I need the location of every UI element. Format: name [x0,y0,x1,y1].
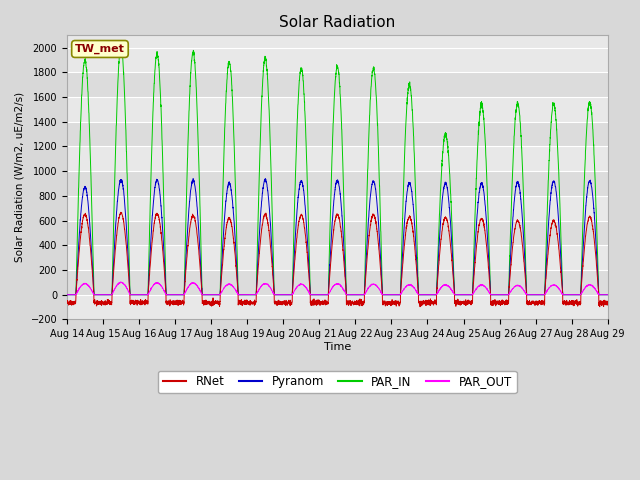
Pyranom [490,292,497,298]
Pyranom [459,292,467,298]
RNet [117,209,125,215]
Pyranom [63,292,71,298]
PAR_IN [459,292,467,298]
PAR_IN [429,292,436,298]
RNet [604,299,612,304]
Y-axis label: Solar Radiation (W/m2, uE/m2/s): Solar Radiation (W/m2, uE/m2/s) [15,92,25,263]
Line: RNet: RNet [67,212,608,307]
X-axis label: Time: Time [324,342,351,352]
Pyranom [160,253,168,259]
PAR_OUT [161,288,168,294]
Bar [67,72,608,97]
Bar [67,295,608,319]
Line: Pyranom: Pyranom [67,179,608,295]
PAR_OUT [429,292,436,298]
Title: Solar Radiation: Solar Radiation [279,15,396,30]
RNet [317,301,325,307]
Bar [67,122,608,146]
RNet [429,299,436,305]
Bar [67,48,608,72]
PAR_IN [63,292,71,298]
RNet [63,299,71,305]
Bar [67,196,608,221]
RNet [161,265,168,271]
Bar [67,245,608,270]
PAR_IN [604,292,612,298]
Pyranom [604,292,612,298]
PAR_OUT [604,292,612,298]
RNet [490,301,497,307]
PAR_OUT [459,292,467,298]
Pyranom [429,292,436,298]
Bar [67,221,608,245]
Pyranom [189,176,197,181]
Line: PAR_IN: PAR_IN [67,48,608,295]
RNet [604,300,611,306]
PAR_OUT [117,279,125,285]
Legend: RNet, Pyranom, PAR_IN, PAR_OUT: RNet, Pyranom, PAR_IN, PAR_OUT [158,371,517,393]
RNet [596,304,604,310]
Bar [67,97,608,122]
Pyranom [604,292,611,298]
Text: TW_met: TW_met [75,44,125,54]
PAR_IN [317,292,325,298]
Line: PAR_OUT: PAR_OUT [67,282,608,295]
RNet [459,299,467,305]
PAR_OUT [490,292,497,298]
PAR_IN [117,45,125,50]
Bar [67,270,608,295]
Bar [67,146,608,171]
PAR_OUT [317,292,325,298]
Pyranom [317,292,325,298]
PAR_IN [161,215,168,221]
PAR_OUT [63,292,71,298]
Bar [67,171,608,196]
PAR_OUT [604,292,611,298]
PAR_IN [490,292,497,298]
PAR_IN [604,292,611,298]
